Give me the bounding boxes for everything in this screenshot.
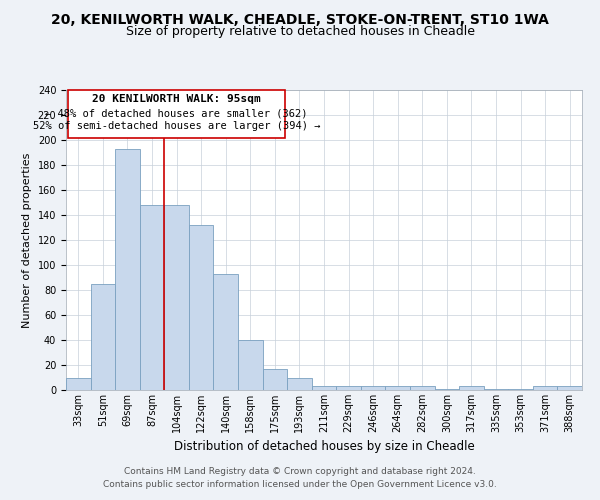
Bar — [115, 149, 140, 390]
Bar — [508, 389, 533, 390]
Text: 20, KENILWORTH WALK, CHEADLE, STOKE-ON-TRENT, ST10 1WA: 20, KENILWORTH WALK, CHEADLE, STOKE-ON-T… — [51, 12, 549, 26]
Bar — [214, 274, 238, 390]
Bar — [68, 90, 284, 138]
Bar — [410, 386, 434, 390]
Bar — [434, 389, 459, 390]
Bar — [238, 340, 263, 390]
Text: Size of property relative to detached houses in Cheadle: Size of property relative to detached ho… — [125, 25, 475, 38]
Bar — [336, 386, 361, 390]
Bar — [91, 284, 115, 390]
Bar — [164, 205, 189, 390]
Bar — [385, 386, 410, 390]
X-axis label: Distribution of detached houses by size in Cheadle: Distribution of detached houses by size … — [173, 440, 475, 454]
Bar — [140, 205, 164, 390]
Bar — [533, 386, 557, 390]
Bar — [189, 225, 214, 390]
Bar — [287, 378, 312, 390]
Text: 20 KENILWORTH WALK: 95sqm: 20 KENILWORTH WALK: 95sqm — [92, 94, 261, 104]
Text: ← 48% of detached houses are smaller (362): ← 48% of detached houses are smaller (36… — [46, 109, 308, 118]
Bar — [312, 386, 336, 390]
Text: Contains HM Land Registry data © Crown copyright and database right 2024.: Contains HM Land Registry data © Crown c… — [124, 467, 476, 476]
Bar — [361, 386, 385, 390]
Bar — [459, 386, 484, 390]
Y-axis label: Number of detached properties: Number of detached properties — [22, 152, 32, 328]
Bar — [557, 386, 582, 390]
Bar — [66, 378, 91, 390]
Bar — [263, 369, 287, 390]
Text: 52% of semi-detached houses are larger (394) →: 52% of semi-detached houses are larger (… — [33, 121, 320, 131]
Text: Contains public sector information licensed under the Open Government Licence v3: Contains public sector information licen… — [103, 480, 497, 489]
Bar — [484, 389, 508, 390]
